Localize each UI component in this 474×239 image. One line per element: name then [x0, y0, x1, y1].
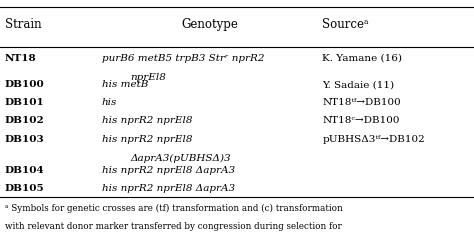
Text: his nprR2 nprEl8 ΔaprA3: his nprR2 nprEl8 ΔaprA3: [102, 166, 235, 175]
Text: his: his: [102, 98, 117, 107]
Text: purB6 metB5 trpB3 Strʳ nprR2: purB6 metB5 trpB3 Strʳ nprR2: [102, 54, 264, 63]
Text: ΔaprA3(pUBHSΔ)3: ΔaprA3(pUBHSΔ)3: [130, 154, 231, 163]
Text: ᵃ Symbols for genetic crosses are (tf) transformation and (c) transformation: ᵃ Symbols for genetic crosses are (tf) t…: [5, 204, 343, 213]
Text: with relevant donor marker transferred by congression during selection for: with relevant donor marker transferred b…: [5, 222, 341, 231]
Text: K. Yamane (16): K. Yamane (16): [322, 54, 402, 63]
Text: Strain: Strain: [5, 18, 41, 31]
Text: DB105: DB105: [5, 184, 45, 193]
Text: NT18ᵗᶠ→DB100: NT18ᵗᶠ→DB100: [322, 98, 401, 107]
Text: Y. Sadaie (11): Y. Sadaie (11): [322, 80, 394, 89]
Text: DB103: DB103: [5, 135, 45, 144]
Text: his nprR2 nprEl8: his nprR2 nprEl8: [102, 135, 192, 144]
Text: NT18ᶜ→DB100: NT18ᶜ→DB100: [322, 116, 400, 125]
Text: DB104: DB104: [5, 166, 45, 175]
Text: Genotype: Genotype: [182, 18, 238, 31]
Text: pUBHSΔ3ᵗᶠ→DB102: pUBHSΔ3ᵗᶠ→DB102: [322, 135, 425, 144]
Text: his nprR2 nprEl8 ΔaprA3: his nprR2 nprEl8 ΔaprA3: [102, 184, 235, 193]
Text: DB102: DB102: [5, 116, 45, 125]
Text: nprEl8: nprEl8: [130, 73, 166, 82]
Text: Sourceᵃ: Sourceᵃ: [322, 18, 369, 31]
Text: his nprR2 nprEl8: his nprR2 nprEl8: [102, 116, 192, 125]
Text: NT18: NT18: [5, 54, 36, 63]
Text: DB101: DB101: [5, 98, 45, 107]
Text: his metB: his metB: [102, 80, 148, 89]
Text: DB100: DB100: [5, 80, 45, 89]
